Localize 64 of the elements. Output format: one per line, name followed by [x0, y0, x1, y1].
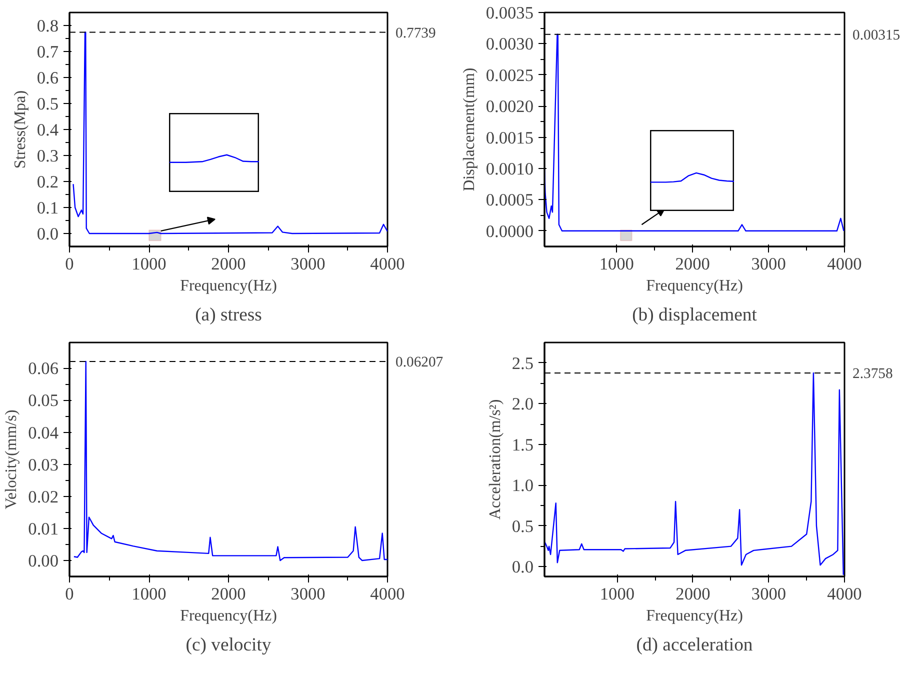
y-tick-label: 0.8 — [36, 16, 59, 36]
ref-line-label: 0.06207 — [396, 354, 444, 371]
x-tick-label: 0 — [65, 254, 74, 274]
y-tick-label: 0.4 — [36, 120, 59, 140]
x-tick-label: 4000 — [370, 254, 405, 274]
x-tick-label: 2000 — [211, 254, 246, 274]
y-tick-label: 0.05 — [28, 391, 59, 410]
x-tick-label: 3000 — [751, 254, 786, 274]
y-tick-label: 0.0000 — [486, 222, 534, 241]
text: (b) displacement — [632, 304, 758, 326]
x-tick-label: 1000 — [132, 254, 166, 274]
x-tick-label: 2000 — [675, 254, 710, 274]
y-tick-label: 0.0025 — [486, 66, 534, 85]
y-tick-label: 2.5 — [512, 354, 534, 373]
y-axis-title: Acceleration(m/s²) — [486, 399, 504, 520]
ref-line-label: 0.7739 — [396, 25, 436, 42]
text: (a) stress — [195, 304, 262, 326]
y-tick-label: 0.2 — [36, 172, 59, 192]
y-tick-label: 0.6 — [36, 68, 59, 88]
y-tick-label: 0.03 — [28, 455, 59, 474]
y-tick-label: 0.7 — [36, 42, 59, 62]
text: (d) acceleration — [636, 634, 754, 656]
x-tick-label: 2000 — [211, 584, 246, 604]
y-tick-label: 0.5 — [512, 516, 534, 536]
x-tick-label: 2000 — [676, 584, 710, 604]
ref-line-label: 0.00315 — [852, 27, 900, 44]
x-tick-label: 0 — [65, 584, 74, 604]
y-tick-label: 0.06 — [28, 359, 59, 378]
y-tick-label: 0.0035 — [486, 4, 534, 22]
y-tick-label: 0.1 — [36, 198, 59, 218]
y-tick-label: 0.0 — [36, 224, 59, 244]
x-axis-title: Frequency(Hz) — [646, 608, 743, 624]
y-tick-label: 0.5 — [36, 94, 59, 114]
y-tick-label: 0.0010 — [486, 160, 534, 178]
x-tick-label: 4000 — [827, 584, 862, 604]
y-tick-label: 1.5 — [512, 435, 534, 454]
x-axis-title: Frequency(Hz) — [180, 278, 277, 294]
y-tick-label: 0.0015 — [486, 128, 534, 148]
y-tick-label: 0.02 — [28, 487, 59, 506]
x-axis-title: Frequency(Hz) — [180, 608, 277, 624]
x-axis-title: Frequency(Hz) — [646, 278, 743, 294]
y-axis-title: Velocity(mm/s) — [3, 410, 20, 510]
y-tick-label: 0.01 — [28, 519, 59, 538]
y-tick-label: 0.3 — [36, 146, 59, 166]
y-tick-label: 2.0 — [512, 394, 534, 414]
y-tick-label: 0.00 — [28, 551, 59, 570]
y-tick-label: 0.0005 — [486, 190, 534, 210]
ref-line-label: 2.3758 — [852, 366, 893, 382]
y-tick-label: 0.04 — [28, 423, 59, 442]
y-tick-label: 0.0020 — [486, 97, 534, 116]
x-tick-label: 4000 — [827, 254, 862, 274]
text: (c) velocity — [186, 634, 272, 656]
x-tick-label: 3000 — [751, 584, 786, 604]
x-tick-label: 3000 — [290, 584, 326, 604]
x-tick-label: 3000 — [290, 254, 326, 274]
x-tick-label: 1000 — [132, 584, 166, 604]
y-tick-label: 1.0 — [512, 476, 534, 496]
x-tick-label: 1000 — [599, 254, 634, 274]
y-tick-label: 0.0030 — [486, 34, 534, 54]
y-axis-title: Stress(Mpa) — [12, 90, 29, 169]
y-axis-title: Displacement(mm) — [460, 68, 478, 192]
x-tick-label: 4000 — [370, 584, 405, 604]
y-tick-label: 0.0 — [512, 558, 534, 577]
x-tick-label: 1000 — [600, 584, 635, 604]
